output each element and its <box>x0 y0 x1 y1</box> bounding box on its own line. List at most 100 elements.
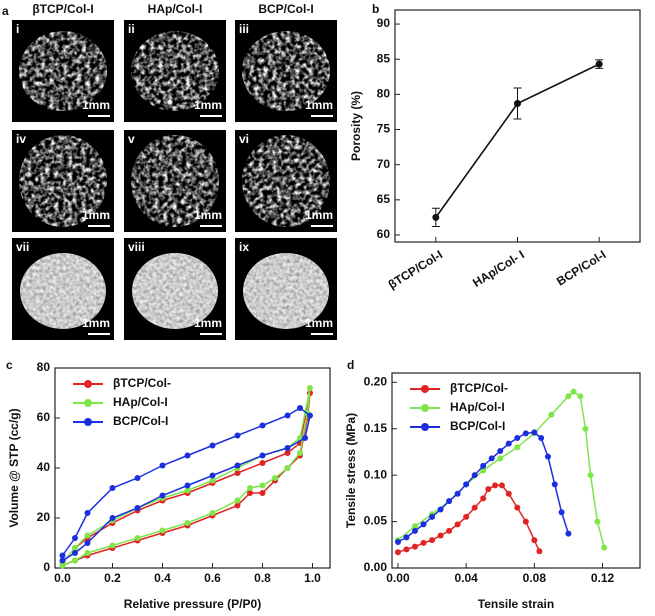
point <box>159 492 166 499</box>
point <box>59 557 66 564</box>
scale-bar-label: 1mm <box>194 98 222 112</box>
point <box>134 475 141 481</box>
chart: b 60 65 70 75 80 85 90 Porosity (%) βTCP/Col-I HAp… <box>349 2 641 292</box>
point <box>234 497 241 504</box>
point <box>284 412 291 419</box>
point <box>259 452 266 459</box>
point <box>437 506 444 513</box>
legend-label: HAp/Col-I <box>113 395 168 409</box>
point <box>492 482 499 489</box>
point <box>505 490 512 497</box>
ct-texture <box>132 253 218 329</box>
point <box>59 552 66 559</box>
point <box>514 100 521 108</box>
point <box>463 513 470 520</box>
tile-label: vii <box>16 240 29 254</box>
point <box>429 513 436 520</box>
point <box>480 495 487 502</box>
panel-label: b <box>372 2 379 16</box>
point <box>570 388 577 395</box>
point <box>307 385 313 391</box>
x-tick-label: βTCP/Col-I <box>386 247 445 291</box>
x-axis-label: Relative pressure (P/P0) <box>124 597 261 611</box>
point <box>394 539 401 545</box>
plot-frame <box>394 9 641 243</box>
column-title: BCP/Col-I <box>258 2 313 16</box>
point <box>505 440 512 447</box>
point <box>577 393 584 400</box>
ct-texture <box>20 253 106 329</box>
point <box>72 550 78 556</box>
point <box>72 545 78 551</box>
y-tick-label: 75 <box>377 122 391 136</box>
scale-bar-label: 1mm <box>194 208 222 222</box>
point <box>284 445 291 451</box>
point <box>412 527 419 534</box>
point <box>184 482 191 489</box>
y-tick-label: 70 <box>377 157 391 171</box>
point <box>159 527 166 534</box>
point <box>429 537 436 544</box>
point <box>536 548 543 555</box>
point <box>538 435 545 441</box>
point <box>412 543 419 550</box>
point <box>109 485 116 491</box>
ct-texture <box>242 135 330 227</box>
ct-texture <box>243 253 329 329</box>
tile-label: ix <box>239 240 249 254</box>
y-tick-label: 0 <box>43 560 50 574</box>
series-line <box>397 390 605 548</box>
point <box>463 481 470 488</box>
legend-label: βTCP/Col- <box>113 376 171 390</box>
ct-texture <box>131 135 219 227</box>
x-tick-label: 0.2 <box>104 571 121 585</box>
point <box>209 472 216 479</box>
point <box>497 455 504 462</box>
y-tick-label: 0.10 <box>364 467 388 481</box>
point <box>72 557 78 564</box>
column-title: HAp/Col-I <box>148 2 203 16</box>
point <box>259 490 266 496</box>
legend-marker <box>84 380 92 388</box>
y-tick-label: 60 <box>377 227 391 241</box>
series-line <box>397 484 541 553</box>
point <box>595 60 603 68</box>
y-axis-label: Volume @ STP (cc/g) <box>7 408 21 527</box>
scale-bar-label: 1mm <box>82 98 110 112</box>
point <box>234 502 241 509</box>
point <box>514 444 521 451</box>
tile-label: iii <box>239 22 249 36</box>
tile-label: iv <box>16 132 26 146</box>
point <box>284 450 291 456</box>
point <box>284 465 291 471</box>
x-tick-label: 0.08 <box>523 571 547 585</box>
point <box>446 498 453 505</box>
point <box>209 477 216 484</box>
point <box>437 532 444 539</box>
tile-label: ii <box>128 22 135 36</box>
y-tick-label: 90 <box>377 16 391 30</box>
point <box>109 515 116 521</box>
ct-texture <box>19 135 107 227</box>
point <box>234 462 241 469</box>
panel-label: c <box>6 358 13 372</box>
point <box>134 535 141 541</box>
point <box>272 475 278 481</box>
series-line <box>397 431 570 543</box>
point <box>514 435 521 441</box>
scale-bar-label: 1mm <box>305 98 333 112</box>
x-tick-label: 0.8 <box>254 571 271 585</box>
tile-label: viii <box>128 240 145 254</box>
point <box>184 452 191 459</box>
y-tick-label: 0.00 <box>364 560 388 574</box>
legend-label: βTCP/Col- <box>450 381 508 395</box>
column-title: βTCP/Col-I <box>32 2 93 16</box>
legend-label: BCP/Col-I <box>113 414 168 428</box>
y-axis-label: Porosity (%) <box>349 91 363 161</box>
tile-label: i <box>16 22 19 36</box>
point <box>432 213 440 221</box>
point <box>522 518 529 525</box>
plot-frame <box>391 372 641 569</box>
